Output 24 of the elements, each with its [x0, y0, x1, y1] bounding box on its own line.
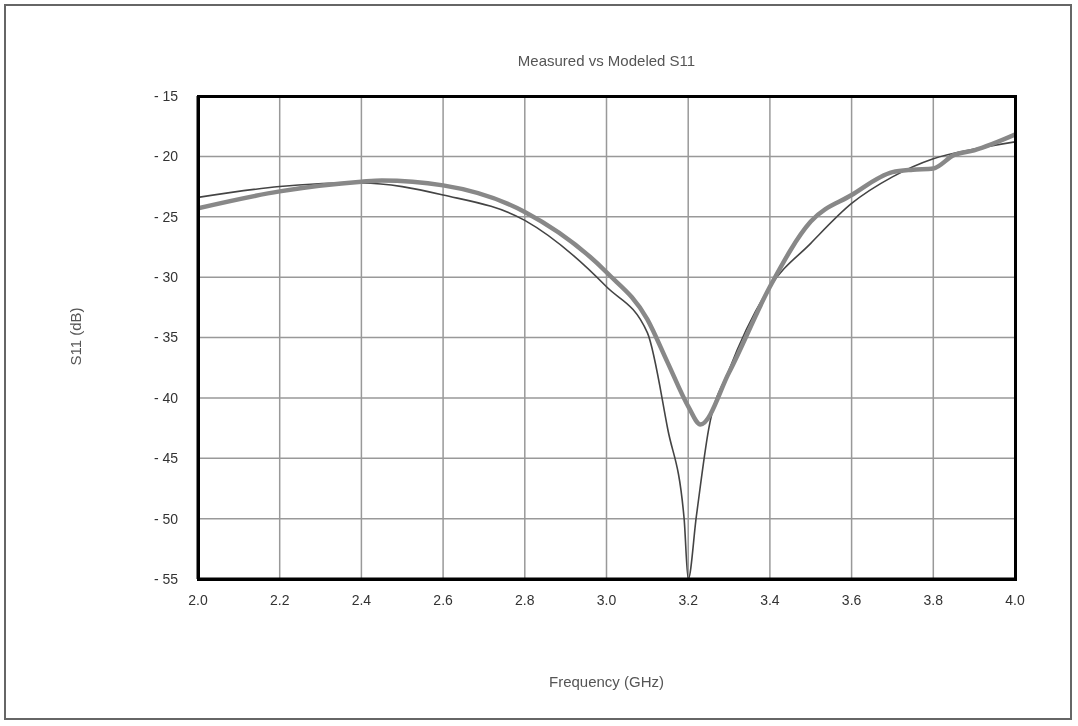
y-tick-label: - 50: [153, 510, 179, 527]
y-tick-label: - 55: [153, 570, 179, 587]
y-tick-label: - 30: [153, 269, 179, 286]
x-tick-label: 2.8: [515, 591, 535, 608]
x-tick-label: 3.0: [596, 591, 617, 608]
chart-title: Measured vs Modeled S11: [516, 52, 697, 69]
y-tick-label: - 40: [153, 389, 179, 406]
x-tick-label: 4.0: [1005, 591, 1025, 608]
line-series: [198, 132, 1015, 427]
x-tick-label: 2.0: [188, 591, 208, 608]
y-tick-label: - 45: [153, 450, 179, 467]
x-tick-label: 2.4: [351, 591, 372, 608]
x-tick-label: 2.2: [269, 591, 290, 608]
y-tick-label: - 25: [153, 208, 179, 225]
y-tick-label: - 20: [153, 148, 179, 165]
x-tick-label: 3.6: [841, 591, 862, 608]
x-tick-label: 3.2: [678, 591, 699, 608]
x-axis-title: Frequency (GHz): [548, 673, 665, 690]
x-tick-label: 3.8: [923, 591, 944, 608]
y-tick-label: - 35: [153, 329, 179, 346]
x-tick-label: 3.4: [760, 591, 780, 608]
x-tick-label: 2.6: [433, 591, 454, 608]
y-tick-label: - 15: [153, 87, 179, 104]
y-axis-title: S11 (dB): [66, 305, 84, 368]
